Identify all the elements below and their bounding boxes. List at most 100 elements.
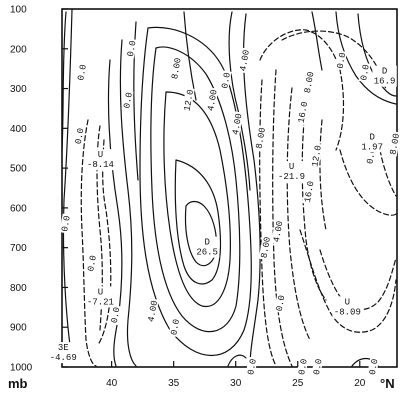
- contour-label-knockout: [145, 298, 159, 324]
- contour-label-knockout: [219, 70, 232, 91]
- extremum-marker: U: [98, 150, 103, 160]
- contour-label-knockout: [271, 218, 285, 245]
- extremum-marker: U: [289, 162, 294, 172]
- contour-label-knockout: [367, 356, 380, 377]
- x-axis: 40 35 30 25 20: [106, 361, 366, 389]
- contour-label: 8.00: [253, 125, 268, 151]
- contour-label-text: 0.0: [312, 358, 325, 376]
- extremum-knockout: [85, 149, 116, 171]
- extremum-marker: 3E: [58, 343, 69, 353]
- y-tick-label: 400: [10, 124, 27, 135]
- contour-label: 0.0: [311, 356, 325, 377]
- contour-label: 16.0: [302, 178, 317, 205]
- extremum-marker: D: [204, 238, 209, 248]
- contour-label-knockout: [302, 178, 316, 205]
- x-tick-label: 20: [354, 378, 366, 389]
- contour-label: 8.00: [169, 55, 184, 82]
- contour-label-text: 0.0: [359, 64, 372, 82]
- extremum-value: -4.69: [50, 353, 77, 363]
- contour-label-text: 0.0: [76, 64, 89, 82]
- y-tick-label: 500: [10, 164, 27, 175]
- y-tick-label: 100: [10, 5, 27, 16]
- contour-label-text: 0.0: [86, 255, 99, 273]
- contour-label-text: 0.0: [220, 72, 233, 90]
- contour-label: 0.0: [274, 293, 288, 314]
- x-tick-label: 25: [292, 378, 304, 389]
- extremum-marker: U: [98, 287, 103, 297]
- contour-label-text: 4.00: [206, 89, 220, 112]
- contour-label-text: 0.0: [60, 215, 73, 233]
- contour-label-text: 4.00: [238, 49, 252, 72]
- contour-label: 16.0: [295, 99, 310, 125]
- y-tick-label: 300: [10, 84, 27, 95]
- contour-label-knockout: [258, 234, 272, 261]
- contour-label-text: 16.0: [303, 180, 317, 203]
- extremum-knockout: [372, 65, 397, 87]
- contour-label-knockout: [109, 304, 122, 326]
- contour-label-text: 0.0: [110, 306, 123, 324]
- contour-label-text: 8.00: [259, 236, 273, 259]
- contour-label-text: 0.0: [126, 40, 139, 58]
- x-tick-label: 40: [106, 378, 118, 389]
- extremum: U-21.9: [276, 161, 307, 183]
- contour-label: 4.00: [237, 47, 252, 74]
- extremum-marker: U: [345, 297, 350, 307]
- contour-label-knockout: [296, 356, 309, 377]
- contour-label-knockout: [334, 50, 347, 71]
- contour-label-text: 8.00: [254, 127, 268, 150]
- contour-label-text: 12.0: [183, 89, 197, 112]
- extremum-marker: D: [369, 132, 374, 142]
- extremum-knockout: [359, 131, 385, 153]
- contour-label-knockout: [309, 143, 323, 169]
- extremum-knockout: [85, 286, 116, 308]
- contour-label: 0.0: [358, 62, 372, 83]
- extremum-value: -7.21: [87, 297, 114, 307]
- y-axis-unit: mb: [8, 376, 28, 391]
- contour-label-text: 0.0: [246, 358, 259, 376]
- contour-label-knockout: [59, 213, 72, 234]
- extremum-value: 16.9: [374, 77, 396, 87]
- contour-label-knockout: [205, 87, 219, 114]
- contour-label: 0.0: [245, 356, 259, 377]
- contour-label-knockout: [358, 62, 371, 83]
- contour-label-knockout: [274, 293, 287, 314]
- contour-label-text: 0.0: [336, 52, 349, 70]
- contour-label: 12.0: [309, 143, 324, 169]
- extremum: D1.97: [359, 131, 385, 153]
- contour-label-knockout: [237, 47, 251, 74]
- y-tick-label: 1000: [10, 363, 33, 374]
- extremum-value: -8.14: [87, 160, 114, 170]
- contour-label: 0.0: [168, 316, 182, 338]
- y-axis: 100 200 300 400 500 600 700 800 900 1000: [10, 5, 68, 374]
- extremum: 3E-4.69: [48, 342, 79, 364]
- extremum-value: -21.9: [278, 172, 305, 182]
- extremum: U-8.09: [332, 296, 363, 318]
- y-tick-label: 700: [10, 243, 27, 254]
- contour-label-text: 0.0: [275, 294, 288, 312]
- contour-label-text: 8.00: [303, 71, 317, 94]
- contour-label: 8.00: [302, 69, 317, 96]
- contour-label-text: 8.00: [170, 57, 184, 80]
- extremum: D26.5: [194, 236, 220, 258]
- y-tick-label: 600: [10, 203, 27, 214]
- contour-label: 0.0: [73, 125, 86, 147]
- contour-label: 4.00: [205, 87, 220, 114]
- contour-label-text: 0.0: [122, 92, 135, 110]
- contour-label-text: 4.00: [272, 220, 286, 243]
- extremum-value: 1.97: [361, 142, 383, 152]
- x-tick-label: 30: [230, 378, 242, 389]
- contour-label-text: 8.00: [388, 133, 402, 156]
- contour-label-knockout: [73, 125, 86, 147]
- contour-label: 4.00: [145, 298, 161, 324]
- y-tick-label: 900: [10, 323, 27, 334]
- contour-label-text: 0.0: [297, 358, 310, 376]
- contour-label: 12.0: [181, 87, 197, 114]
- contour-label-knockout: [387, 131, 401, 157]
- contour-label-knockout: [85, 253, 98, 274]
- contour-label-text: 4.00: [147, 300, 161, 323]
- contour-label-text: 12.0: [310, 145, 324, 168]
- contour-label: 0.0: [219, 70, 233, 91]
- contour-label: 0.0: [85, 253, 99, 274]
- contour-label: 4.00: [230, 111, 244, 137]
- contour-label-knockout: [121, 90, 134, 111]
